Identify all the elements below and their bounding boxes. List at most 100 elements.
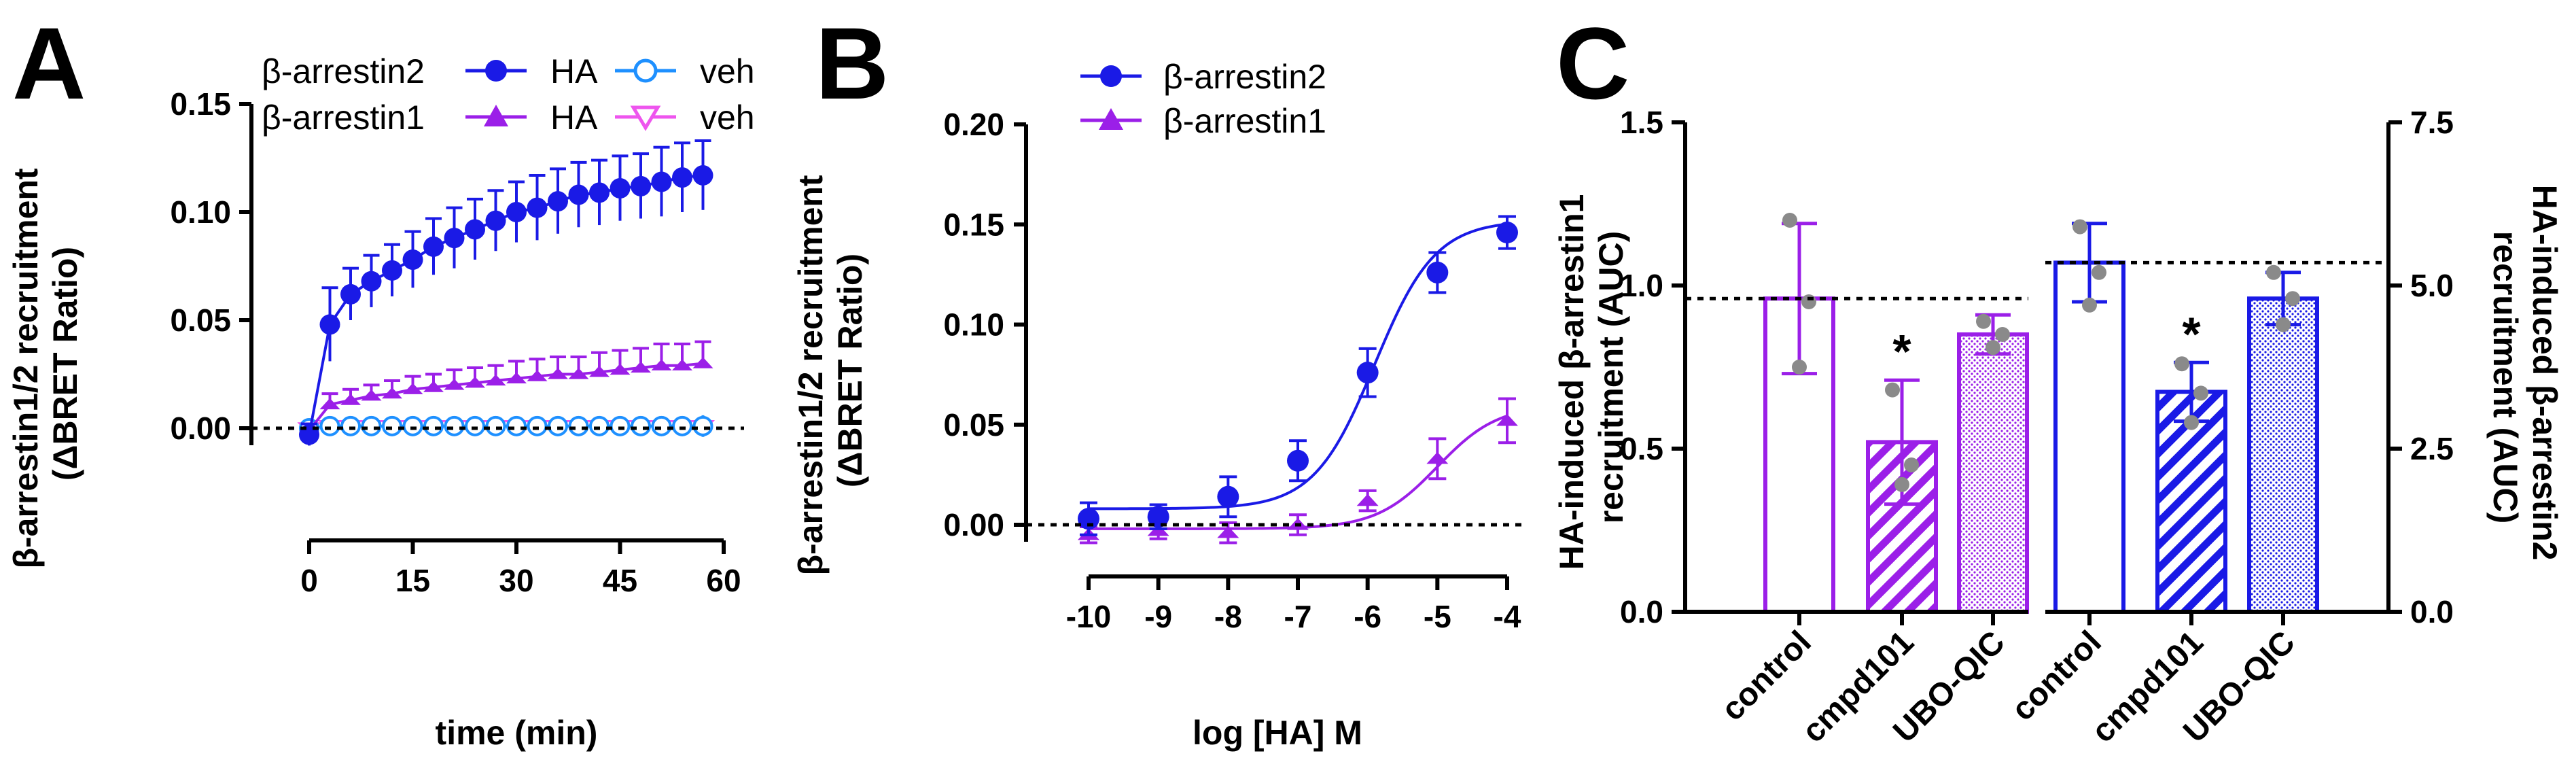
panel-c-series-arrestin2: * [2045,219,2388,614]
panel-a-x-tick-label: 60 [706,563,741,598]
panel-c-point-arrestin1 [1904,457,1919,472]
panel-b-letter: B [815,6,889,120]
panel-a-point-arrestin2-ha [651,171,672,192]
panel-b-y-title-wrap: β-arrestin1/2 recruitment (ΔBRET Ratio) [792,166,869,576]
panel-a-x-tick-label: 15 [395,563,430,598]
panel-c-category-label: control [1714,624,1818,727]
panel-a-point-arrestin2-ha [631,175,651,196]
panel-b-point-arrestin2 [1078,508,1099,530]
panel-a-legend-row-arrestin2: β-arrestin2 [262,52,425,90]
panel-a-point-arrestin2-ha [319,314,340,335]
panel-b-point-arrestin1 [1426,451,1449,464]
legend-a-arrestin1-veh-marker [630,105,661,131]
panel-a-legend-row-arrestin1: β-arrestin1 [262,99,425,137]
panel-a-y-tick-label: 0.10 [170,194,231,230]
panel-c-point-arrestin1 [1995,327,2010,342]
panel-a-point-arrestin2-ha [610,178,631,199]
panel-a-x-tick-label: 30 [499,563,533,598]
panel-a-point-arrestin2-veh [444,415,465,436]
panel-c-category-label: control [2005,624,2108,727]
panel-a-point-arrestin2-ha [361,271,382,292]
panel-c-left-tick-label: 0.0 [1620,594,1663,629]
legend-a-arrestin1-ha-label: HA [550,99,598,137]
panel-a-point-arrestin2-veh [610,415,631,436]
panel-b-y-tick-label: 0.00 [943,507,1004,542]
legend-a-arrestin2-ha-marker [485,60,507,82]
panel-a-point-arrestin2-veh [672,415,692,436]
panel-c-right-title: HA-induced β-arrestin2 recruitment (AUC) [2486,185,2564,570]
panel-a-point-arrestin2-veh [382,415,402,436]
panel-c-left-tick-label: 1.0 [1620,268,1663,303]
panel-a-point-arrestin1-ha [361,389,382,401]
panel-c-point-arrestin1 [1894,477,1909,492]
panel-b-y-tick-label: 0.10 [943,307,1004,343]
panel-a-y-tick-label: 0.15 [170,86,231,122]
panel-a-point-arrestin1-ha [631,361,651,373]
panel-a-letter: A [12,6,86,120]
panel-a-x-tick-label: 45 [603,563,637,598]
panel-a-point-arrestin1-ha [382,387,402,399]
panel-a-chart: 0.00 0.05 0.10 0.15 0 15 30 45 60 time (min) β-a… [7,52,755,752]
panel-c-left-title-line1: HA-induced β-arrestin1 [1553,194,1591,570]
panel-c-bar-arrestin2 [2247,296,2319,614]
panel-b-x-tick-label: -5 [1424,599,1451,634]
panel-a-y-title: β-arrestin1/2 recruitment (ΔBRET Ratio) [7,159,84,569]
panel-c-right-title-line2: recruitment (AUC) [2486,231,2524,524]
panel-a-y-title-line2: (ΔBRET Ratio) [46,247,84,481]
panel-a-point-arrestin2-ha [506,202,527,222]
panel-a-point-arrestin2-veh [340,415,361,436]
panel-b-point-arrestin1 [1356,494,1379,506]
panel-a-point-arrestin2-ha [382,260,402,281]
panel-a-point-arrestin2-ha [527,197,548,218]
panel-a-point-arrestin2-veh [465,415,485,436]
panel-c-point-arrestin2 [2193,385,2208,401]
panel-a-y-title-line1: β-arrestin1/2 recruitment [7,168,45,568]
panel-a-point-arrestin1-ha [651,359,672,370]
panel-a-point-arrestin2-ha [402,249,423,270]
panel-a-point-arrestin2-ha [465,219,485,240]
panel-b-point-arrestin2 [1287,449,1309,472]
legend-b-arrestin1-marker [1099,108,1123,130]
panel-a-point-arrestin1-ha [610,363,631,375]
panel-c-point-arrestin1 [1986,340,2000,356]
panel-b-axes: 0.00 0.05 0.10 0.15 0.20 -10 -9 -8 -7 -6 -5 -4 [943,107,1522,634]
panel-a-x-tick-label: 0 [300,563,318,598]
panel-a-point-arrestin2-ha [692,165,713,186]
panel-a-y-title-wrap: β-arrestin1/2 recruitment (ΔBRET Ratio) [7,159,84,569]
legend-a-arrestin2-ha-label: HA [550,52,598,90]
panel-a-y-tick-label: 0.05 [170,302,231,338]
panel-a-point-arrestin2-veh [651,415,672,436]
panel-a-marks [297,139,716,446]
panel-a-point-arrestin1-ha [527,370,548,381]
panel-c-point-arrestin1 [1976,313,1991,329]
panel-c-bar-arrestin2 [2053,260,2125,614]
panel-c-left-tick-label: 0.5 [1620,431,1663,466]
panel-c-point-arrestin2 [2092,264,2106,280]
panel-a-point-arrestin1-ha [672,359,692,370]
panel-b-x-tick-label: -8 [1214,599,1242,634]
panel-a-point-arrestin2-veh [485,415,506,436]
panel-b-y-title-line1: β-arrestin1/2 recruitment [792,175,830,575]
panel-c-point-arrestin1 [1782,213,1797,228]
panel-b-x-tick-label: -10 [1066,599,1111,634]
panel-b-x-tick-label: -9 [1144,599,1172,634]
panel-b-point-arrestin2 [1426,261,1449,283]
panel-a-series-arrestin1-ha [299,340,713,437]
panel-a-point-arrestin1-ha [423,381,444,392]
panel-c-point-arrestin2 [2276,317,2291,332]
panel-b-x-title: log [HA] M [1193,714,1362,752]
panel-a-point-arrestin1-ha [319,398,340,410]
legend-b-arrestin1-label: β-arrestin1 [1163,102,1326,140]
legend-a-arrestin2-veh-marker [633,58,658,83]
panel-a-point-arrestin2-veh [423,415,444,436]
panel-a-point-arrestin2-ha [589,182,610,203]
panel-a-point-arrestin1-ha [506,372,527,383]
panel-c-series-arrestin1: * [1685,213,2029,614]
panel-b-y-title: β-arrestin1/2 recruitment (ΔBRET Ratio) [792,166,869,576]
panel-c-bar-arrestin1 [1957,332,2029,614]
panel-c-left-title: HA-induced β-arrestin1 recruitment (AUC) [1553,185,1630,570]
panel-c-significance-arrestin1: * [1892,325,1911,378]
panel-a-point-arrestin2-veh [568,415,589,436]
panel-b-x-tick-label: -4 [1494,599,1521,634]
panel-c-left-tick-label: 1.5 [1620,105,1663,140]
